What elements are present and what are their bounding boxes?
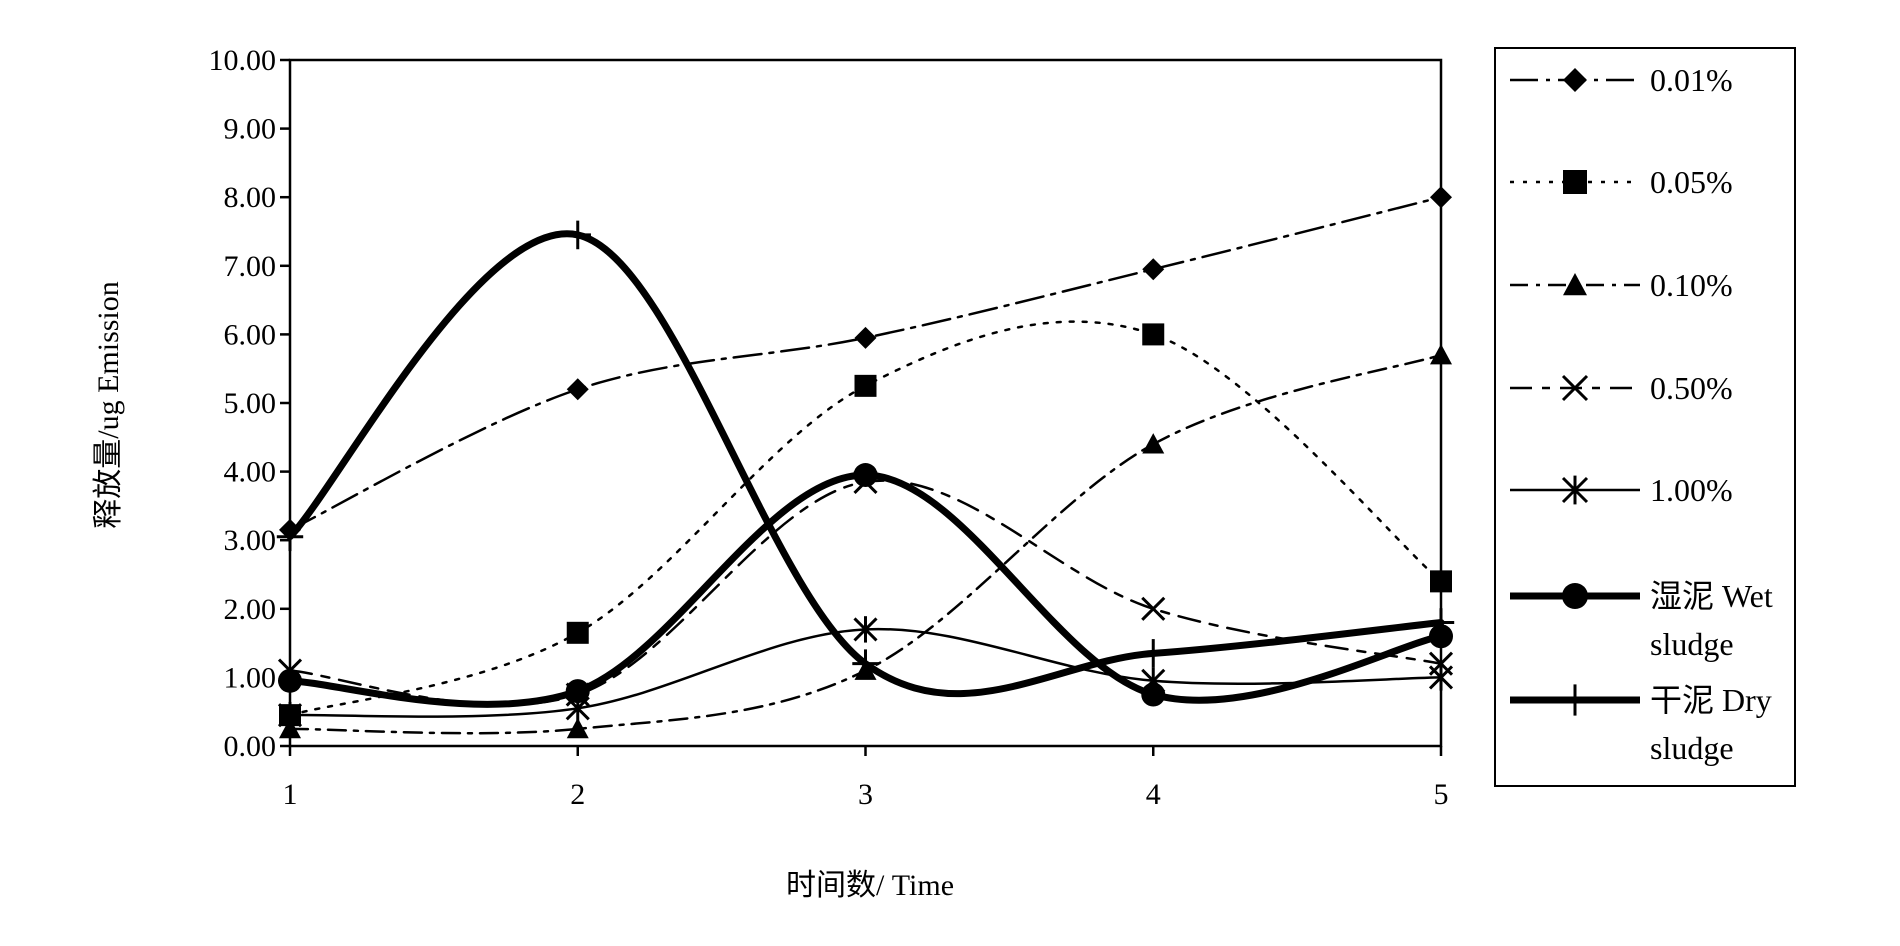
marker-circle (853, 463, 878, 488)
y-axis: 0.00 1.00 2.00 3.00 4.00 5.00 6.00 7.00 8.00 9.00… (209, 44, 290, 763)
legend-label: 1.00% (1650, 472, 1733, 508)
series-line-6 (286, 230, 1445, 698)
marker-triangle (566, 717, 589, 739)
x-tick-label: 4 (1146, 778, 1161, 811)
marker-star (1561, 475, 1589, 505)
y-tick-label: 0.00 (224, 730, 277, 763)
legend-label: 0.05% (1650, 164, 1733, 200)
marker-square (566, 621, 589, 644)
marker-plus (1560, 684, 1590, 716)
legend-item-5: 湿泥 Wet sludge (1510, 578, 1773, 662)
y-tick-label: 7.00 (224, 250, 277, 283)
marker-circle (565, 679, 590, 704)
marker-diamond (1563, 68, 1587, 92)
marker-plus (564, 220, 591, 250)
marker-x (1561, 374, 1589, 402)
x-axis: 1 2 3 4 5 (283, 746, 1449, 811)
marker-circle (278, 668, 302, 693)
x-tick-label: 5 (1434, 778, 1449, 811)
y-tick-label: 4.00 (224, 456, 277, 489)
legend-item-4: 1.00% (1510, 472, 1733, 508)
legend-items: 0.01% 0.05% 0.10% 0.50% 1.00% 湿泥 Wet sludge 干泥 … (1510, 62, 1773, 766)
y-tick-label: 9.00 (224, 113, 277, 146)
marker-diamond (566, 378, 589, 401)
legend-item-2: 0.10% (1510, 267, 1733, 303)
y-tick-label: 2.00 (224, 593, 277, 626)
legend-item-3: 0.50% (1510, 370, 1733, 406)
legend-label: 干泥 Dry sludge (1650, 682, 1772, 766)
marker-square (854, 374, 877, 397)
y-tick-label: 8.00 (224, 181, 277, 214)
y-axis-title: 释放量/ug Emission (92, 281, 125, 529)
legend-box (1494, 47, 1796, 787)
marker-triangle (1563, 273, 1587, 296)
series-points-2 (279, 343, 1452, 739)
legend: 0.01% 0.05% 0.10% 0.50% 1.00% 湿泥 Wet sludge 干泥 … (1494, 47, 1796, 787)
legend-item-6: 干泥 Dry sludge (1510, 682, 1772, 766)
series-markers (276, 186, 1455, 739)
marker-triangle (1430, 343, 1452, 365)
marker-triangle (1142, 433, 1165, 454)
y-tick-label: 10.00 (209, 44, 277, 77)
x-tick-label: 3 (858, 778, 873, 811)
marker-diamond (854, 326, 877, 349)
marker-square (1563, 170, 1587, 194)
legend-label: 0.10% (1650, 267, 1733, 303)
marker-diamond (1142, 258, 1165, 281)
legend-item-1: 0.05% (1510, 164, 1733, 200)
marker-plus (276, 522, 304, 552)
legend-label: 0.01% (1650, 62, 1733, 98)
series-points-4 (277, 616, 1454, 729)
x-axis-title: 时间数/ Time (786, 869, 954, 902)
legend-label: 湿泥 Wet sludge (1650, 578, 1773, 662)
marker-square (1430, 570, 1452, 593)
series-points-6 (276, 220, 1455, 678)
marker-square (1142, 323, 1165, 346)
y-tick-label: 1.00 (224, 661, 277, 694)
series-line-2 (288, 353, 1443, 735)
marker-star (1428, 664, 1454, 691)
legend-item-0: 0.01% (1510, 62, 1733, 98)
marker-diamond (1430, 186, 1452, 209)
y-tick-label: 3.00 (224, 524, 277, 557)
marker-plus (852, 649, 879, 678)
x-tick-label: 2 (570, 778, 585, 811)
marker-x (1141, 596, 1166, 621)
x-tick-label: 1 (283, 778, 298, 811)
y-tick-label: 6.00 (224, 318, 277, 351)
legend-label: 0.50% (1650, 370, 1733, 406)
y-tick-label: 5.00 (224, 387, 277, 420)
marker-star (277, 701, 303, 729)
marker-circle (1562, 583, 1588, 609)
marker-star (853, 616, 878, 643)
marker-plus (1427, 608, 1455, 637)
marker-circle (1141, 682, 1166, 707)
marker-plus (1140, 639, 1167, 668)
